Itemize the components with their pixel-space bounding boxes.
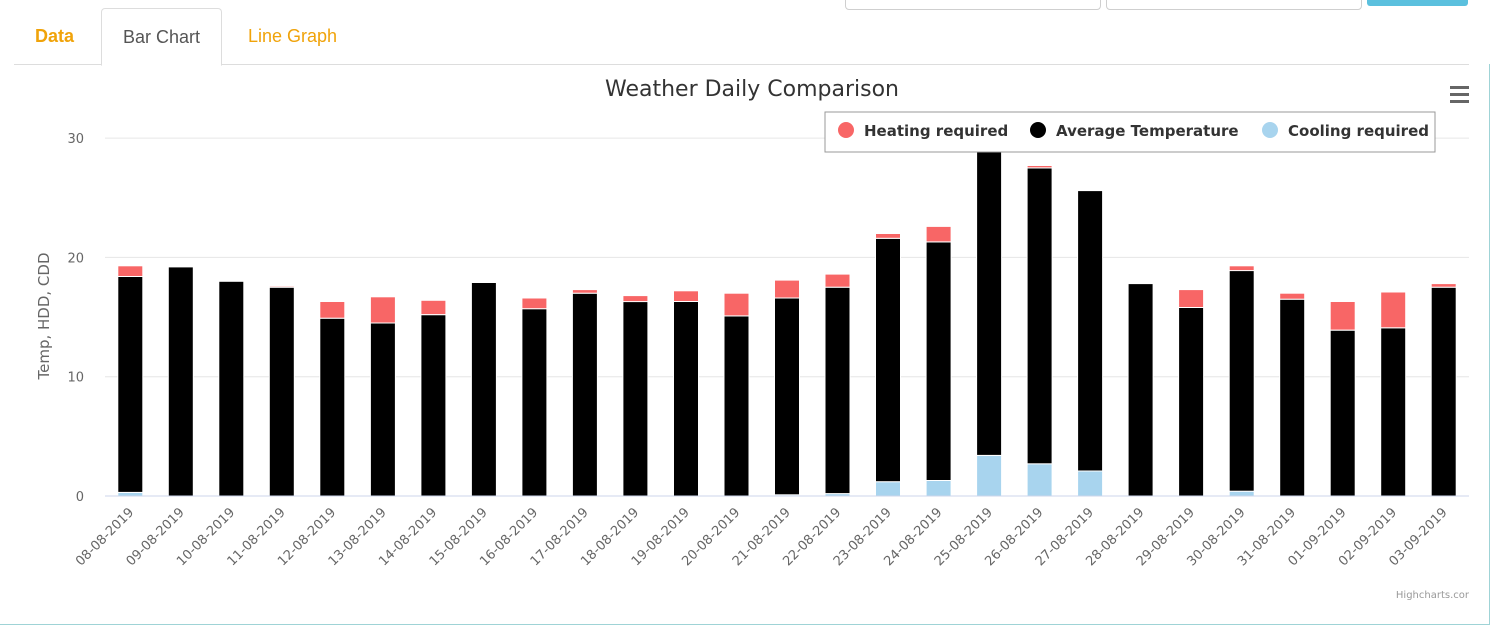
bar-segment[interactable] <box>1178 307 1205 497</box>
y-axis-ticks: 0 10 20 30 <box>67 132 84 505</box>
bar-segment[interactable] <box>875 481 901 497</box>
bar-segment[interactable] <box>1430 286 1457 497</box>
bar-segment[interactable] <box>622 301 649 497</box>
bar-segment[interactable] <box>1380 291 1407 329</box>
bar-segment[interactable] <box>420 314 447 497</box>
bar-segment[interactable] <box>420 299 447 316</box>
bar-segment[interactable] <box>1380 327 1407 497</box>
panel-bottom-border <box>0 624 1490 625</box>
bar-segment[interactable] <box>673 290 699 302</box>
bar-segment[interactable] <box>369 296 396 324</box>
bar-segment[interactable] <box>1228 265 1255 272</box>
bar-segment[interactable] <box>1026 165 1053 169</box>
legend-marker[interactable] <box>1030 122 1046 138</box>
x-axis-ticks: 08-08-201909-08-201910-08-201911-08-2019… <box>73 505 1450 569</box>
bar-segment[interactable] <box>369 322 396 497</box>
y-tick-label: 10 <box>67 371 84 386</box>
tab-line-graph[interactable]: Line Graph <box>248 26 338 46</box>
bar-segment[interactable] <box>521 308 548 497</box>
bar-segment[interactable] <box>622 295 649 303</box>
chart-tabs: Data Bar Chart Line Graph <box>14 8 1469 66</box>
top-input-right[interactable] <box>1106 0 1362 10</box>
tab-data[interactable]: Data <box>35 26 75 46</box>
legend-marker[interactable] <box>1262 122 1278 138</box>
bar-segment[interactable] <box>976 137 1003 456</box>
bar-segment[interactable] <box>1026 167 1053 465</box>
bar-segment[interactable] <box>117 276 144 493</box>
bar-segment[interactable] <box>1077 190 1104 472</box>
bar-segment[interactable] <box>925 480 952 497</box>
bar-segment[interactable] <box>571 292 598 497</box>
bar-segment[interactable] <box>1279 292 1306 300</box>
bar-segment[interactable] <box>925 241 952 481</box>
bar-segment[interactable] <box>1228 270 1255 492</box>
bar-segment[interactable] <box>1228 490 1255 497</box>
bar-segment[interactable] <box>673 301 699 497</box>
bar-segment[interactable] <box>774 297 800 496</box>
bar-segment[interactable] <box>117 265 144 277</box>
bar-segment[interactable] <box>319 317 346 497</box>
bar-segment[interactable] <box>218 280 245 497</box>
bar-segment[interactable] <box>723 315 750 497</box>
bar-segment[interactable] <box>1178 289 1205 309</box>
legend-item-label[interactable]: Cooling required <box>1288 122 1429 140</box>
bar-segment[interactable] <box>319 301 346 319</box>
y-tick-label: 0 <box>76 490 84 505</box>
bar-segment[interactable] <box>723 292 750 317</box>
bar-segment[interactable] <box>824 286 851 495</box>
bar-segment[interactable] <box>571 289 598 294</box>
bar-segment[interactable] <box>470 282 497 497</box>
bar-segment[interactable] <box>521 297 548 310</box>
bar-segment[interactable] <box>976 454 1003 497</box>
y-tick-label: 30 <box>67 132 84 147</box>
legend-item-label[interactable]: Heating required <box>864 122 1008 140</box>
panel-right-border <box>1489 64 1490 624</box>
bar-segment[interactable] <box>875 233 901 239</box>
hamburger-menu-icon[interactable] <box>1450 86 1469 103</box>
top-action-button[interactable] <box>1367 0 1468 6</box>
bars <box>117 137 1457 497</box>
bar-segment[interactable] <box>925 225 952 243</box>
bar-segment[interactable] <box>1279 298 1306 497</box>
bar-segment[interactable] <box>268 286 295 497</box>
bar-segment[interactable] <box>774 279 800 299</box>
bar-segment[interactable] <box>1127 283 1154 497</box>
y-axis-title: Temp, HDD, CDD <box>35 252 53 380</box>
tab-bar-chart[interactable]: Bar Chart <box>101 8 223 66</box>
bar-segment[interactable] <box>1430 283 1457 288</box>
bar-segment[interactable] <box>1329 301 1356 331</box>
bar-segment[interactable] <box>268 285 295 288</box>
chart-title: Weather Daily Comparison <box>605 77 899 102</box>
credits-link[interactable]: Highcharts.cor <box>1396 590 1470 601</box>
legend-marker[interactable] <box>838 122 854 138</box>
bar-segment[interactable] <box>1077 470 1104 497</box>
top-input-left[interactable] <box>845 0 1101 10</box>
bar-segment[interactable] <box>1026 463 1053 497</box>
legend: Heating required Average Temperature Cooli… <box>824 111 1436 153</box>
legend-item-label[interactable]: Average Temperature <box>1056 122 1239 140</box>
bar-segment[interactable] <box>1329 329 1356 497</box>
bar-segment[interactable] <box>875 237 901 483</box>
bar-segment[interactable] <box>117 491 144 497</box>
y-tick-label: 20 <box>67 251 84 266</box>
bar-segment[interactable] <box>824 273 851 288</box>
bar-segment[interactable] <box>167 266 194 497</box>
